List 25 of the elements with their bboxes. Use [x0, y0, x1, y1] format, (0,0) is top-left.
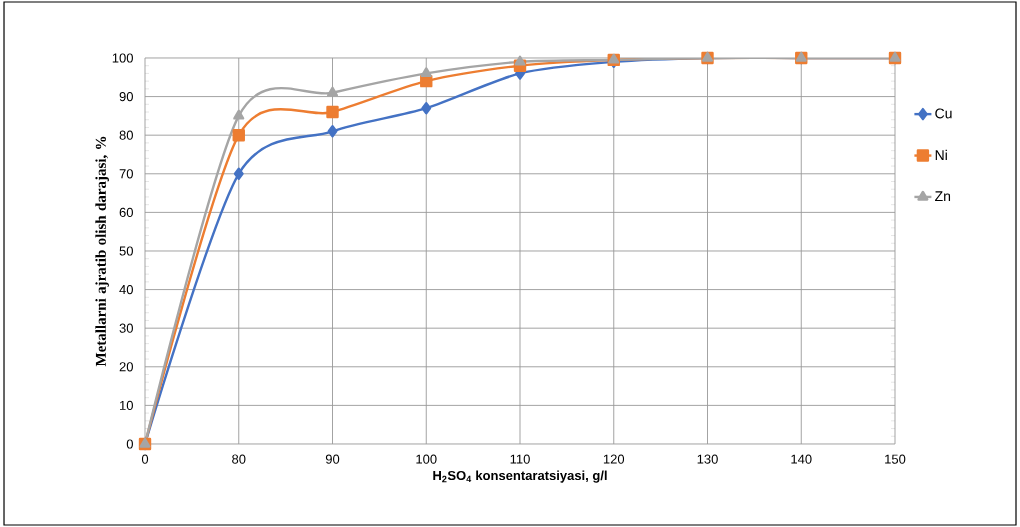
x-tick-label: 80 [232, 454, 246, 464]
x-tick-label: 90 [325, 454, 340, 464]
y-tick-label: 90 [119, 91, 133, 102]
x-tick-label: 110 [510, 454, 530, 464]
y-tick-label: 20 [119, 362, 133, 372]
x-axis-title: H$_{2}$SO$_{4}$ konsentaratsiyasi, g/l [433, 470, 607, 483]
x-tick-label: 140 [791, 454, 812, 464]
legend-label: Ni [935, 149, 947, 160]
y-tick-label: 50 [119, 246, 133, 256]
y-tick-label: 40 [119, 284, 133, 295]
y-tick-label: 0 [126, 439, 133, 449]
y-axis-title: Metallarni ajratib olish darajasi, % [95, 136, 109, 367]
x-tick-label: 150 [885, 454, 906, 464]
x-tick-label: 130 [697, 454, 718, 464]
y-tick-label: 10 [120, 400, 133, 410]
x-tick-label: 0 [141, 454, 149, 464]
x-tick-label: 100 [416, 454, 437, 464]
y-tick-label: 60 [119, 207, 133, 217]
legend-label: Cu [935, 108, 952, 119]
legend-label: Zn [935, 191, 951, 201]
y-tick-label: 80 [119, 130, 133, 140]
y-tick-label: 70 [119, 169, 133, 179]
x-tick-label: 120 [603, 454, 625, 464]
y-tick-label: 30 [119, 323, 133, 333]
y-tick-label: 100 [112, 53, 133, 63]
